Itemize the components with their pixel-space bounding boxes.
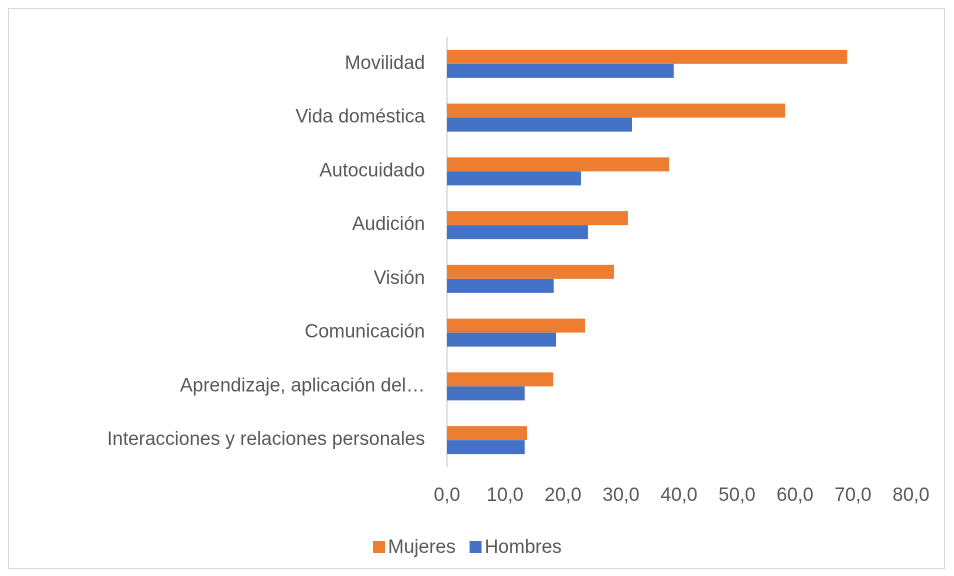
x-tick-label: 10,0 — [487, 485, 524, 506]
legend-swatch — [469, 541, 482, 553]
bar — [447, 332, 557, 347]
bar — [447, 426, 528, 441]
bar — [447, 63, 674, 78]
y-tick-label: Autocuidado — [319, 160, 425, 181]
bar — [447, 157, 670, 172]
bar — [447, 49, 848, 64]
y-tick-label: Aprendizaje, aplicación del… — [180, 375, 425, 396]
x-tick-label: 30,0 — [603, 485, 640, 506]
x-tick-label: 70,0 — [835, 485, 872, 506]
y-tick-label: Comunicación — [305, 322, 425, 343]
bar — [447, 211, 628, 226]
legend-label: Mujeres — [388, 537, 456, 558]
x-tick-label: 50,0 — [719, 485, 756, 506]
bar — [447, 171, 581, 186]
y-tick-label: Audición — [352, 214, 425, 235]
bar — [447, 386, 525, 401]
legend-label: Hombres — [485, 537, 562, 558]
x-tick-label: 0,0 — [434, 485, 460, 506]
bar — [447, 440, 525, 455]
bar — [447, 278, 554, 293]
x-tick-label: 80,0 — [893, 485, 930, 506]
bar — [447, 372, 554, 387]
y-tick-label: Movilidad — [345, 53, 425, 74]
legend-swatch — [373, 541, 385, 553]
bar — [447, 264, 615, 279]
x-tick-label: 20,0 — [545, 485, 582, 506]
bar — [447, 225, 588, 240]
x-tick-label: 60,0 — [777, 485, 814, 506]
bar — [447, 103, 786, 118]
y-tick-label: Interacciones y relaciones personales — [107, 429, 425, 450]
x-tick-label: 40,0 — [661, 485, 698, 506]
bar — [447, 117, 633, 132]
y-tick-label: Visión — [374, 268, 425, 289]
y-tick-label: Vida doméstica — [295, 107, 425, 128]
bar — [447, 318, 586, 333]
